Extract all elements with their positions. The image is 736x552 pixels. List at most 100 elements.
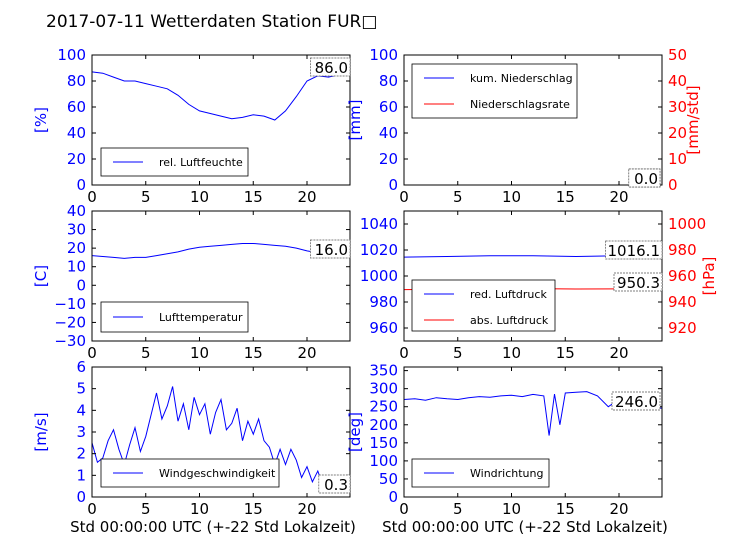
wind-y-tick-label: 1 <box>76 466 86 484</box>
wind-y-tick-label: 3 <box>76 423 86 441</box>
temperature-value-box <box>310 239 351 259</box>
temperature-y-tick-label: 0 <box>76 276 86 294</box>
precip-y2-tick-label: 20 <box>668 124 687 142</box>
wind-x-axis-label: Std 00:00:00 UTC (+-22 Std Lokalzeit) <box>70 518 356 536</box>
temperature-y-tick-label: 40 <box>67 202 86 220</box>
direction-current-value: 246.0 <box>615 393 658 411</box>
wind-series-line-0 <box>91 386 350 491</box>
humidity-value-box <box>310 57 351 77</box>
humidity-x-tick-label: 20 <box>297 188 316 206</box>
pressure-current-value: 1016.1 <box>608 242 661 260</box>
precip-y-tick-label: 60 <box>379 98 398 116</box>
precip-value-box <box>628 168 661 188</box>
humidity-legend-label: rel. Luftfeuchte <box>159 156 243 169</box>
pressure-y-tick-label: 1000 <box>360 267 398 285</box>
wind-y-tick-label: 4 <box>76 401 86 419</box>
direction-axes-frame <box>403 366 663 498</box>
temperature-y-tick-label: −30 <box>54 332 86 350</box>
temperature-axes-frame <box>91 210 351 342</box>
direction-y-tick-label: 0 <box>388 488 398 506</box>
precip-legend-label: kum. Niederschlag <box>470 72 573 85</box>
pressure-x-tick-label: 0 <box>399 344 409 362</box>
humidity-y-tick-label: 80 <box>67 72 86 90</box>
direction-x-axis-label: Std 00:00:00 UTC (+-22 Std Lokalzeit) <box>382 518 668 536</box>
precip-y2-tick-label: 30 <box>668 98 687 116</box>
precip-y2-tick-label: 10 <box>668 150 687 168</box>
direction-y-tick-label: 350 <box>369 362 398 380</box>
precip-current-value: 0.0 <box>634 170 658 188</box>
temperature-legend-label: Lufttemperatur <box>159 311 243 324</box>
pressure-y-tick-label: 1040 <box>360 215 398 233</box>
temperature-x-tick-label: 15 <box>244 344 263 362</box>
pressure-y-tick-label: 980 <box>369 293 398 311</box>
humidity-x-tick-label: 10 <box>190 188 209 206</box>
pressure-legend-label: abs. Luftdruck <box>470 314 549 327</box>
humidity-y-tick-label: 40 <box>67 124 86 142</box>
pressure-x-tick-label: 15 <box>556 344 575 362</box>
wind-y-tick-label: 2 <box>76 445 86 463</box>
precip-x-tick-label: 20 <box>609 188 628 206</box>
temperature-current-value: 16.0 <box>315 241 348 259</box>
pressure-y2-tick-label: 920 <box>668 319 697 337</box>
wind-y-axis-label: [m/s] <box>32 412 50 451</box>
precip-x-tick-label: 0 <box>399 188 409 206</box>
pressure-x-tick-label: 5 <box>453 344 463 362</box>
pressure-x-tick-label: 10 <box>502 344 521 362</box>
precip-x-tick-label: 5 <box>453 188 463 206</box>
precip-x-tick-label: 15 <box>556 188 575 206</box>
humidity-x-tick-label: 15 <box>244 188 263 206</box>
pressure-current-value: 950.3 <box>617 274 660 292</box>
precip-y-tick-label: 20 <box>379 150 398 168</box>
wind-x-tick-label: 20 <box>297 500 316 518</box>
precip-y2-tick-label: 40 <box>668 72 687 90</box>
wind-x-tick-label: 15 <box>244 500 263 518</box>
wind-legend-label: Windgeschwindigkeit <box>159 467 276 480</box>
direction-legend-label: Windrichtung <box>470 467 543 480</box>
wind-y-tick-label: 6 <box>76 358 86 376</box>
humidity-x-tick-label: 5 <box>141 188 151 206</box>
pressure-y2-axis-label: [hPa] <box>700 257 718 296</box>
temperature-x-tick-label: 0 <box>87 344 97 362</box>
precip-y-axis-label: [mm] <box>346 100 364 141</box>
humidity-y-tick-label: 20 <box>67 150 86 168</box>
precip-axes-frame <box>403 54 663 186</box>
pressure-y-tick-label: 960 <box>369 319 398 337</box>
direction-y-tick-label: 100 <box>369 452 398 470</box>
precip-y-tick-label: 80 <box>379 72 398 90</box>
wind-x-tick-label: 5 <box>141 500 151 518</box>
precip-y-tick-label: 40 <box>379 124 398 142</box>
pressure-value-box <box>605 240 663 260</box>
direction-y-tick-label: 250 <box>369 398 398 416</box>
direction-y-tick-label: 50 <box>379 470 398 488</box>
temperature-y-tick-label: 10 <box>67 258 86 276</box>
humidity-series-line-0 <box>91 71 351 121</box>
direction-x-tick-label: 10 <box>502 500 521 518</box>
pressure-x-tick-label: 20 <box>609 344 628 362</box>
precip-legend-label: Niederschlagsrate <box>470 98 570 111</box>
precip-y-tick-label: 0 <box>388 176 398 194</box>
humidity-y-tick-label: 60 <box>67 98 86 116</box>
wind-current-value: 0.3 <box>324 476 348 494</box>
direction-y-tick-label: 300 <box>369 380 398 398</box>
direction-x-tick-label: 15 <box>556 500 575 518</box>
precip-legend-box <box>411 63 578 119</box>
wind-x-tick-label: 10 <box>190 500 209 518</box>
humidity-x-tick-label: 0 <box>87 188 97 206</box>
direction-y-tick-label: 150 <box>369 434 398 452</box>
precip-y-tick-label: 100 <box>369 46 398 64</box>
temperature-x-tick-label: 5 <box>141 344 151 362</box>
pressure-y2-tick-label: 940 <box>668 293 697 311</box>
direction-x-tick-label: 5 <box>453 500 463 518</box>
chart-title: 2017-07-11 Wetterdaten Station FUR□ <box>46 12 377 32</box>
pressure-value-box <box>613 272 663 292</box>
temperature-x-tick-label: 10 <box>190 344 209 362</box>
temperature-y-tick-label: 30 <box>67 221 86 239</box>
humidity-y-axis-label: [%] <box>32 107 50 133</box>
pressure-legend-box <box>411 279 556 332</box>
precip-y2-tick-label: 50 <box>668 46 687 64</box>
temperature-x-tick-label: 20 <box>297 344 316 362</box>
temperature-y-tick-label: −20 <box>54 313 86 331</box>
pressure-y-tick-label: 1020 <box>360 241 398 259</box>
